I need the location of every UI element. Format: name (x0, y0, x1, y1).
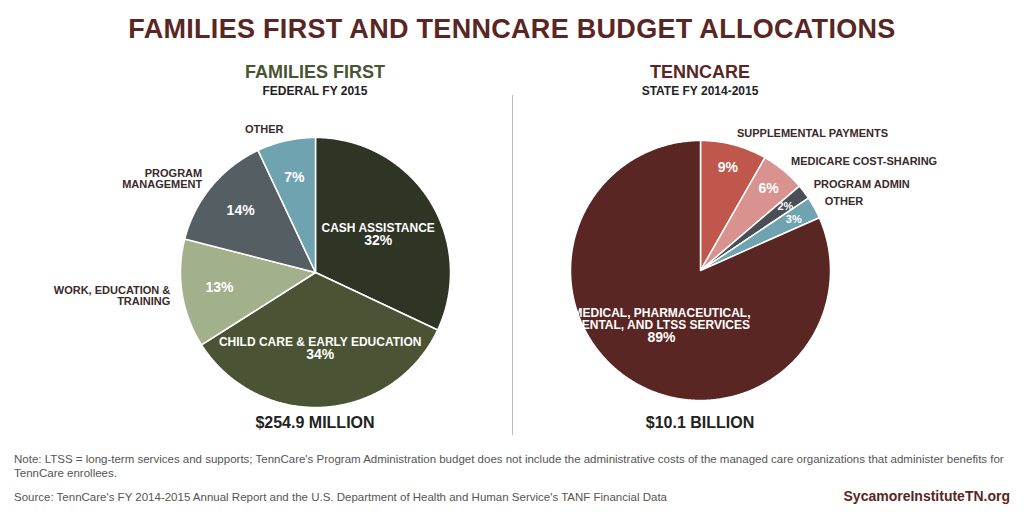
html-text:STATE FY 2014-2015: STATE FY 2014-2015 (641, 84, 759, 98)
svg-text:14%: 14% (227, 202, 256, 218)
html-text:TENNCARE: TENNCARE (650, 62, 750, 82)
svg-text:OTHER: OTHER (825, 195, 864, 207)
html-text:FAMILIES FIRST AND TENNCARE BU: FAMILIES FIRST AND TENNCARE BUDGET ALLOC… (128, 14, 896, 44)
html-text:MEDICAL, PHARMACEUTICAL,: MEDICAL, PHARMACEUTICAL, (572, 306, 751, 321)
svg-text:2%: 2% (778, 200, 794, 212)
svg-text:PROGRAM ADMIN: PROGRAM ADMIN (814, 178, 910, 190)
svg-text:CASH ASSISTANCE: CASH ASSISTANCE (321, 220, 435, 235)
svg-text:13%: 13% (205, 279, 234, 295)
svg-text:89%: 89% (648, 329, 677, 345)
svg-text:9%: 9% (718, 159, 739, 175)
html-text:SycamoreInstituteTN.org: SycamoreInstituteTN.org (843, 488, 1010, 504)
html-text:$254.9 MILLION: $254.9 MILLION (255, 414, 375, 431)
svg-text:OTHER: OTHER (245, 123, 284, 135)
svg-text:6%: 6% (758, 180, 779, 196)
html-text:Source: TennCare's FY 2014-201: Source: TennCare's FY 2014-2015 Annual R… (14, 491, 667, 503)
svg-text:SUPPLEMENTAL PAYMENTS: SUPPLEMENTAL PAYMENTS (737, 127, 888, 139)
svg-text:34%: 34% (306, 346, 335, 362)
svg-text:MEDICARE COST-SHARING: MEDICARE COST-SHARING (791, 155, 937, 167)
html-text:DENTAL, AND LTSS SERVICES: DENTAL, AND LTSS SERVICES (573, 318, 750, 333)
html-text:FEDERAL FY 2015: FEDERAL FY 2015 (262, 84, 368, 98)
svg-text:7%: 7% (284, 169, 305, 185)
html-text:Note: LTSS = long-term service: Note: LTSS = long-term services and supp… (14, 453, 1004, 479)
svg-text:CHILD CARE & EARLY EDUCATION: CHILD CARE & EARLY EDUCATION (218, 334, 422, 349)
html-text:$10.1 BILLION: $10.1 BILLION (645, 414, 755, 431)
html-text:FAMILIES FIRST: FAMILIES FIRST (245, 62, 385, 82)
svg-text:3%: 3% (786, 213, 802, 225)
svg-text:PROGRAMMANAGEMENT: PROGRAMMANAGEMENT (122, 167, 202, 190)
svg-text:32%: 32% (364, 232, 393, 248)
svg-text:WORK, EDUCATION &TRAINING: WORK, EDUCATION &TRAINING (54, 284, 171, 307)
